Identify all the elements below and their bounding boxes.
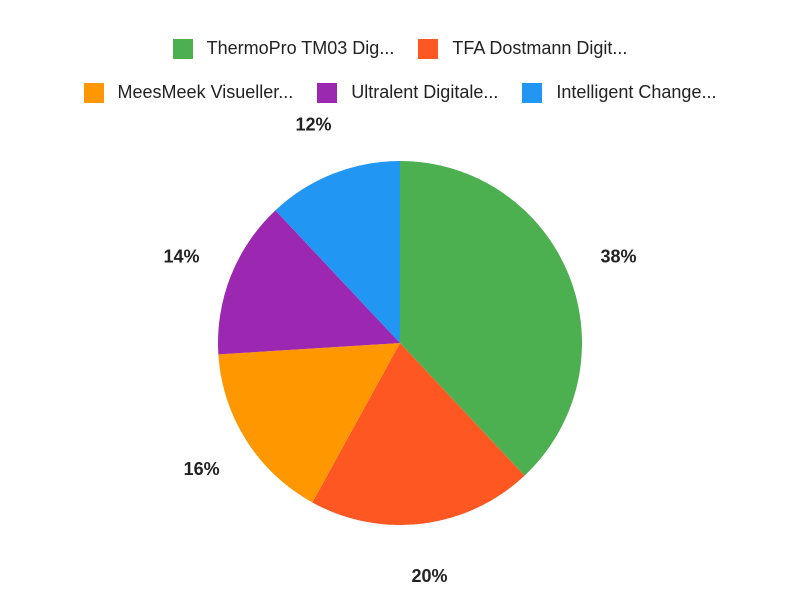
slice-percent-label: 20% <box>411 566 447 586</box>
pie-slice[interactable] <box>400 161 582 476</box>
slice-percent-label: 38% <box>600 246 636 266</box>
legend-label: MeesMeek Visueller... <box>117 82 294 102</box>
pie-slice[interactable] <box>218 210 400 355</box>
slice-percent-label: 14% <box>163 246 199 266</box>
legend-swatch <box>418 38 439 59</box>
legend-swatch <box>317 82 338 103</box>
pie-slice[interactable] <box>275 161 400 343</box>
legend-swatch <box>172 38 193 59</box>
pie-slice[interactable] <box>218 343 400 503</box>
legend-item-tfa-dostmann[interactable]: TFA Dostmann Digit... <box>418 38 627 59</box>
legend-item-meesmeek[interactable]: MeesMeek Visueller... <box>83 82 294 103</box>
legend-row: ThermoPro TM03 Dig... TFA Dostmann Digit… <box>0 38 800 59</box>
pie-percent-labels: 38% 20% 16% 14% 12% <box>163 115 636 587</box>
pie-slice[interactable] <box>312 343 525 525</box>
legend-row: MeesMeek Visueller... Ultralent Digitale… <box>0 82 800 103</box>
legend-label: ThermoPro TM03 Dig... <box>206 38 395 58</box>
legend-swatch <box>522 82 543 103</box>
slice-percent-label: 12% <box>295 115 331 135</box>
legend-item-intelligent-change[interactable]: Intelligent Change... <box>522 82 716 103</box>
legend-label: TFA Dostmann Digit... <box>452 38 628 58</box>
legend-label: Intelligent Change... <box>556 82 717 102</box>
legend-label: Ultralent Digitale... <box>351 82 499 102</box>
legend-item-thermopro[interactable]: ThermoPro TM03 Dig... <box>172 38 395 59</box>
legend-swatch <box>83 82 104 103</box>
legend-item-ultralent[interactable]: Ultralent Digitale... <box>317 82 498 103</box>
slice-percent-label: 16% <box>184 459 220 479</box>
pie-slices <box>218 161 582 525</box>
